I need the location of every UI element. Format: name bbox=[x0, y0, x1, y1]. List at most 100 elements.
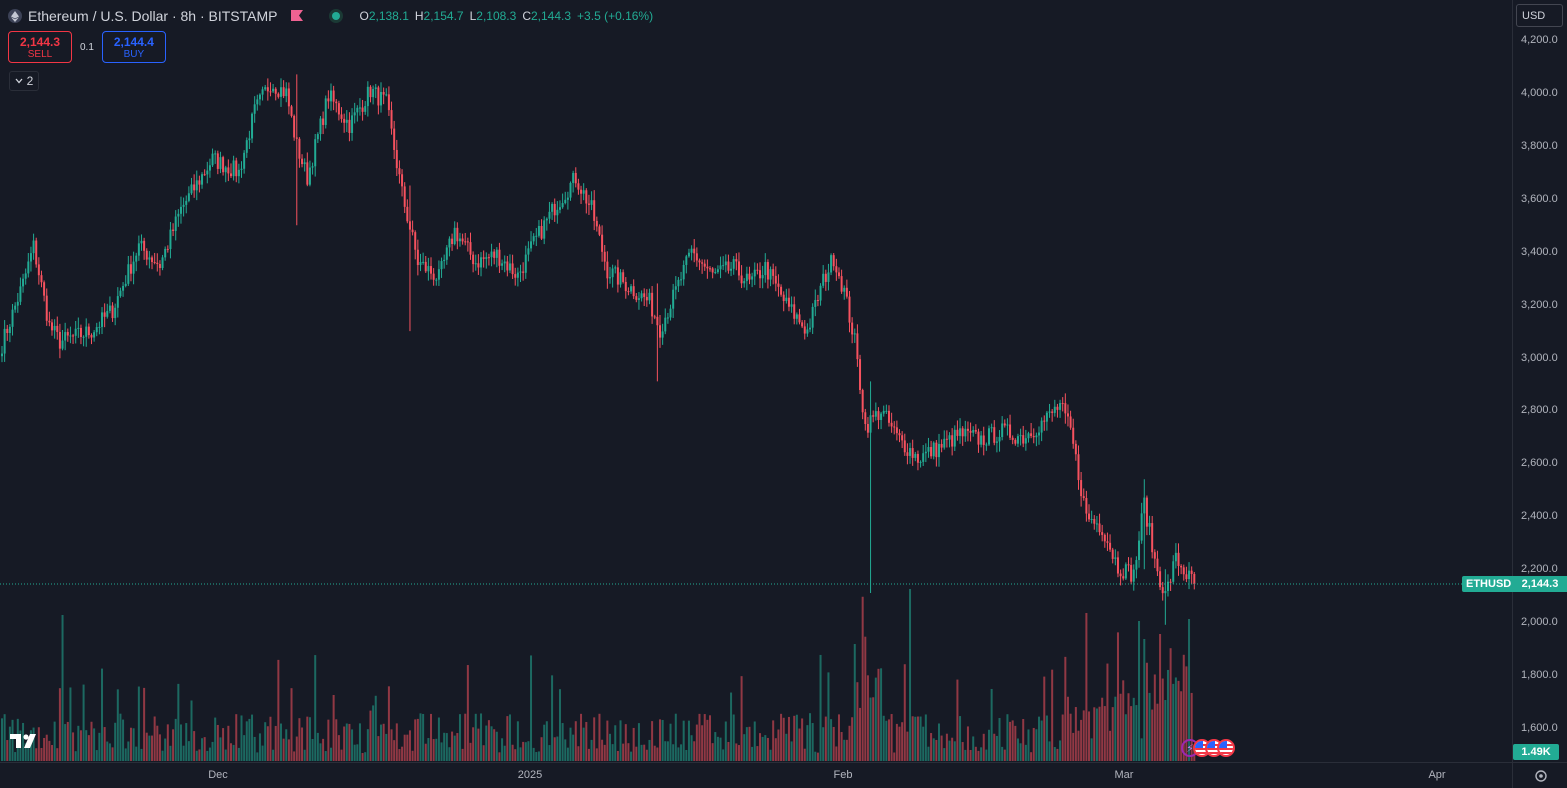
candle-body bbox=[537, 225, 540, 236]
candle-body bbox=[659, 325, 661, 338]
volume-bar bbox=[785, 733, 788, 761]
volume-bar bbox=[651, 721, 654, 761]
candle-body bbox=[961, 428, 964, 437]
volume-bar bbox=[566, 747, 569, 761]
candle-body bbox=[680, 279, 683, 281]
candle-body bbox=[919, 461, 922, 463]
candle-body bbox=[1172, 561, 1175, 582]
candle-body bbox=[1185, 574, 1188, 580]
candle-body bbox=[469, 242, 472, 255]
candle-body bbox=[322, 118, 325, 125]
candle-body bbox=[719, 265, 722, 270]
currency-selector[interactable]: USD bbox=[1516, 4, 1563, 27]
volume-bar bbox=[727, 741, 730, 761]
candle-body bbox=[1080, 480, 1083, 497]
chart-canvas[interactable] bbox=[0, 0, 1512, 762]
tradingview-logo[interactable] bbox=[10, 732, 42, 755]
candle-body bbox=[637, 298, 640, 300]
candle-body bbox=[548, 211, 551, 219]
volume-bar bbox=[795, 714, 798, 761]
volume-bar bbox=[680, 744, 683, 761]
candle-body bbox=[1114, 557, 1117, 559]
volume-bar bbox=[1024, 744, 1027, 761]
candle-body bbox=[411, 229, 414, 233]
candle-body bbox=[982, 435, 985, 445]
settings-gear-icon[interactable] bbox=[1512, 762, 1567, 788]
volume-bar bbox=[814, 751, 817, 761]
buy-button[interactable]: 2,144.4 BUY bbox=[101, 31, 166, 63]
volume-bar bbox=[1082, 710, 1085, 761]
candle-body bbox=[45, 295, 48, 321]
trade-panel: 2,144.3 SELL 0.1 2,144.4 BUY bbox=[8, 31, 166, 63]
us-flag-icon[interactable] bbox=[1217, 739, 1235, 757]
candle-body bbox=[185, 200, 188, 205]
volume-bar bbox=[911, 716, 914, 761]
candle-body bbox=[103, 312, 106, 317]
volume-bar bbox=[988, 729, 990, 761]
symbol-title[interactable]: Ethereum / U.S. Dollar · 8h · BITSTAMP bbox=[28, 8, 278, 24]
candle-body bbox=[279, 87, 282, 97]
volume-bar bbox=[719, 737, 722, 761]
candle-body bbox=[737, 261, 740, 276]
volume-bar bbox=[501, 738, 504, 761]
candle-body bbox=[372, 89, 375, 98]
candle-body bbox=[514, 274, 517, 278]
sell-button[interactable]: 2,144.3 SELL bbox=[8, 31, 72, 63]
candle-body bbox=[959, 428, 962, 436]
volume-bar bbox=[498, 752, 501, 761]
candle-body bbox=[66, 332, 69, 336]
market-status-icon[interactable] bbox=[329, 9, 344, 23]
volume-bar bbox=[898, 726, 901, 761]
volume-bar bbox=[948, 740, 951, 761]
candle-body bbox=[564, 199, 567, 204]
candle-body bbox=[1145, 497, 1148, 527]
volume-bar bbox=[569, 727, 572, 761]
candle-body bbox=[1045, 412, 1048, 422]
price-chart-svg[interactable] bbox=[0, 0, 1512, 762]
volume-bar bbox=[153, 716, 156, 761]
volume-bar bbox=[530, 655, 533, 761]
candle-body bbox=[195, 180, 198, 191]
candle-body bbox=[672, 289, 675, 309]
volume-bar bbox=[666, 741, 669, 761]
volume-bar bbox=[1011, 720, 1014, 761]
volume-bar bbox=[361, 752, 364, 761]
volume-bar bbox=[724, 721, 727, 761]
volume-bar bbox=[148, 735, 151, 761]
candle-body bbox=[1043, 420, 1046, 422]
volume-bar bbox=[477, 728, 480, 761]
volume-bar bbox=[627, 743, 630, 761]
candle-body bbox=[1061, 403, 1064, 405]
candle-body bbox=[1098, 523, 1101, 533]
ohlc-high-label: H bbox=[414, 9, 424, 23]
volume-bar bbox=[753, 721, 756, 761]
volume-bar bbox=[811, 723, 814, 761]
candle-body bbox=[340, 114, 343, 119]
volume-bar bbox=[137, 686, 140, 761]
volume-bar bbox=[882, 715, 885, 761]
volume-tag: 1.49K bbox=[1513, 744, 1559, 760]
candle-body bbox=[295, 137, 298, 139]
volume-bar bbox=[524, 742, 527, 761]
volume-bar bbox=[419, 713, 422, 761]
price-axis[interactable]: 4,200.0 4,000.0 3,800.0 3,600.0 3,400.0 3,200… bbox=[1512, 0, 1567, 762]
flag-icon[interactable] bbox=[291, 8, 304, 24]
volume-bar bbox=[656, 747, 659, 761]
time-axis[interactable]: Dec 2025 Feb Mar Apr bbox=[0, 762, 1512, 788]
volume-bar bbox=[1040, 720, 1043, 761]
candle-body bbox=[909, 448, 912, 456]
symbol-legend: Ethereum / U.S. Dollar · 8h · BITSTAMP O… bbox=[8, 6, 653, 26]
volume-bar bbox=[885, 720, 888, 761]
candle-body bbox=[703, 263, 706, 267]
candle-body bbox=[274, 88, 277, 94]
indicators-toggle-button[interactable]: 2 bbox=[9, 71, 39, 91]
volume-bar bbox=[959, 716, 962, 761]
price-tick-label: 2,800.0 bbox=[1521, 404, 1558, 417]
candle-body bbox=[711, 268, 714, 273]
volume-bar bbox=[722, 749, 725, 761]
candle-body bbox=[661, 331, 664, 338]
volume-bar bbox=[790, 741, 793, 761]
volume-bar bbox=[951, 737, 954, 761]
candle-body bbox=[377, 87, 380, 106]
candle-body bbox=[106, 310, 109, 317]
